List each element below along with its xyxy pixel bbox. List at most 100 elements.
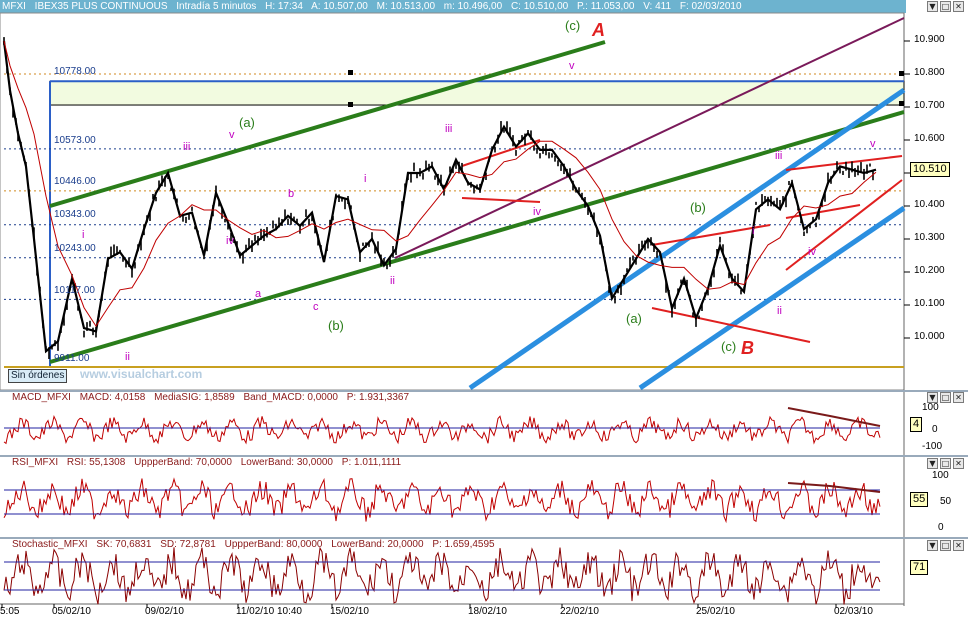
stoch-name: Stochastic_MFXI [12, 539, 88, 550]
symbol: MFXI [2, 1, 26, 12]
y-tick-label: 10.300 [914, 232, 945, 243]
wave-label: i [364, 173, 367, 185]
wave-label: (c) [565, 18, 581, 33]
x-tick-label: 15/02/10 [330, 606, 369, 617]
interval: Intradía 5 minutos [176, 1, 257, 12]
collapse-button[interactable]: ▼ [927, 1, 938, 12]
macd-ylabel: 100 [922, 402, 939, 413]
x-tick-label: 22/02/10 [560, 606, 599, 617]
pane-separator [0, 537, 968, 539]
macd-band: Band_MACD: 0,0000 [243, 392, 338, 403]
anchor-handle [899, 71, 904, 76]
red-wedge-line [785, 204, 861, 219]
close-button[interactable]: ✕ [953, 392, 964, 403]
y-tick-label: 10.000 [914, 331, 945, 342]
green-channel-top [49, 40, 606, 208]
close-button[interactable]: ✕ [953, 540, 964, 551]
wave-label: iv [226, 235, 234, 247]
rsi-badge: 55 [910, 492, 929, 507]
level-label: 10117.00 [54, 285, 95, 296]
stoch-p: P: 1.659,4595 [432, 539, 495, 550]
y-tick-label: 10.100 [914, 298, 945, 309]
red-wedge-line [785, 179, 903, 271]
macd-ylabel: 0 [932, 424, 938, 435]
wave-label: b [288, 188, 295, 200]
blue-channel-bottom [638, 205, 906, 391]
title: IBEX35 PLUS CONTINUOUS [34, 1, 168, 12]
rsi-ylabel: 0 [938, 522, 944, 533]
level-label: 10343.00 [54, 209, 96, 220]
close-button[interactable]: ✕ [953, 1, 964, 12]
maximize-button[interactable]: □ [940, 1, 951, 12]
collapse-button[interactable]: ▼ [927, 392, 938, 403]
wave-label: v [569, 60, 575, 72]
chart-header: MFXI IBEX35 PLUS CONTINUOUS Intradía 5 m… [0, 0, 906, 13]
wave-label: iii [445, 123, 453, 135]
x-tick-label: 02/03/10 [834, 606, 873, 617]
wave-label: v [229, 129, 235, 141]
wave-label: c [313, 301, 319, 313]
rsi-lower: LowerBand: 30,0000 [240, 457, 333, 468]
wave-label-B: B [741, 338, 754, 358]
resistance-band [49, 80, 905, 106]
maximize-button[interactable]: □ [940, 458, 951, 469]
red-wedge-line [651, 307, 811, 343]
watermark: www.visualchart.com [80, 367, 203, 381]
wave-label: (b) [328, 318, 344, 333]
rsi-panel-controls: ▼ □ ✕ [927, 458, 964, 470]
wave-label: ii [777, 305, 782, 317]
y-tick-label: 10.800 [914, 67, 945, 78]
wave-label: a [255, 288, 262, 300]
hdr-item: C: 10.510,00 [510, 1, 569, 12]
y-tick-label: 10.200 [914, 265, 945, 276]
rsi-ylabel: 100 [932, 470, 949, 481]
macd-signal: MediaSIG: 1,8589 [154, 392, 235, 403]
main-panel-controls: ▼ □ ✕ [927, 1, 964, 13]
hdr-item: H: 17:34 [265, 1, 303, 12]
anchor-handle [348, 102, 353, 107]
wave-label: (c) [721, 339, 737, 354]
wave-label: (a) [239, 115, 255, 130]
red-wedge-line [461, 139, 541, 167]
wave-label: ii [390, 275, 395, 287]
wave-label-A: A [592, 20, 605, 40]
macd-ylabel: -100 [922, 441, 943, 452]
hdr-item: V: 411 [643, 1, 672, 12]
hdr-item: m: 10.496,00 [443, 1, 503, 12]
rsi-divergence-line [787, 482, 881, 493]
rsi-ylabel: 50 [940, 496, 952, 507]
level-label: 10573.00 [54, 135, 96, 146]
macd-line [3, 414, 881, 445]
x-tick-label: 25/02/10 [696, 606, 735, 617]
stoch-header: Stochastic_MFXI SK: 70,6831 SD: 72,8781 … [0, 539, 501, 551]
x-tick-label: 11/02/10 10:40 [236, 606, 302, 617]
x-tick-label: 05/02/10 [52, 606, 91, 617]
pane-separator [0, 390, 968, 392]
sin-ordenes-badge[interactable]: Sin órdenes [8, 369, 68, 383]
collapse-button[interactable]: ▼ [927, 458, 938, 469]
stoch-panel-controls: ▼ □ ✕ [927, 540, 964, 552]
y-tick-label: 10.400 [914, 199, 945, 210]
red-wedge-line [785, 155, 903, 171]
maximize-button[interactable]: □ [940, 540, 951, 551]
macd-panel-controls: ▼ □ ✕ [927, 392, 964, 404]
wave-label: v [870, 138, 876, 150]
stoch-sk: SK: 70,6831 [96, 539, 152, 550]
level-label: 10243.00 [54, 243, 96, 254]
collapse-button[interactable]: ▼ [927, 540, 938, 551]
macd-name: MACD_MFXI [12, 392, 71, 403]
stoch-lower: LowerBand: 20,0000 [331, 539, 424, 550]
y-tick-label: 10.700 [914, 100, 945, 111]
x-tick-label: 5:05 [0, 606, 20, 617]
maximize-button[interactable]: □ [940, 392, 951, 403]
stoch-upper: UppperBand: 80,0000 [224, 539, 323, 550]
close-button[interactable]: ✕ [953, 458, 964, 469]
anchor-handle [348, 70, 353, 75]
x-tick-label: 18/02/10 [468, 606, 507, 617]
rsi-name: RSI_MFXI [12, 457, 59, 468]
rsi-value: RSI: 55,1308 [66, 457, 126, 468]
wave-label: iv [533, 206, 541, 218]
red-wedge-line [461, 197, 541, 203]
level-label: 10778.00 [54, 66, 96, 77]
